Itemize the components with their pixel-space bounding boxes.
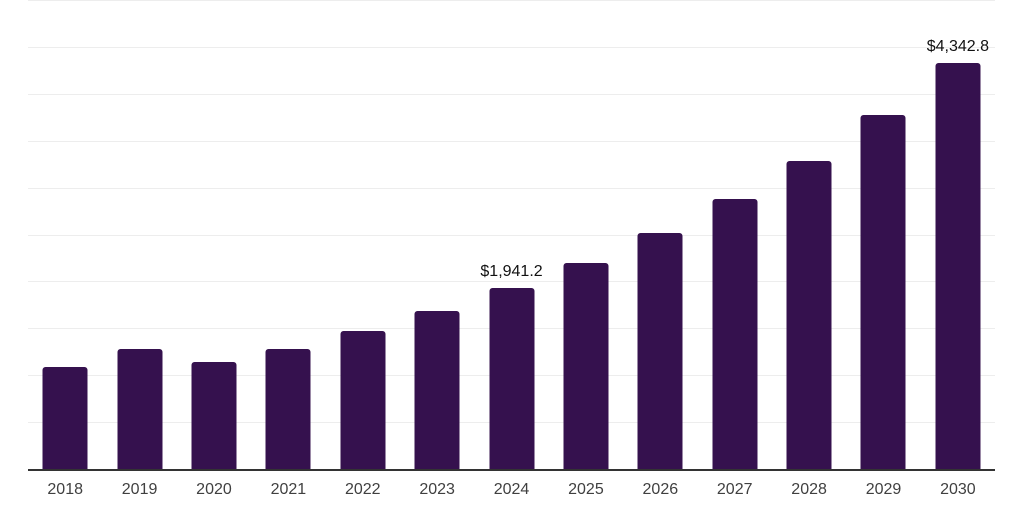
x-tick-label-2029: 2029: [865, 481, 902, 498]
bar-slot: [251, 1, 325, 470]
x-tick-label-2018: 2018: [47, 481, 83, 498]
value-label-2030: $4,342.8: [926, 37, 990, 55]
x-tick-label-2022: 2022: [344, 481, 381, 498]
x-tick-label-2025: 2025: [568, 481, 604, 498]
x-axis-line: [28, 469, 995, 471]
bar-slot: [28, 1, 102, 470]
x-tick-label-2024: 2024: [493, 481, 530, 498]
bar-2023[interactable]: [414, 311, 460, 470]
x-tick-label-2020: 2020: [196, 481, 232, 498]
gridline: [28, 0, 995, 1]
bar-slot: $4,342.8: [921, 1, 995, 470]
bar-slot: [698, 1, 772, 470]
bar-slot: [772, 1, 846, 470]
value-label-2024: $1,941.2: [480, 262, 543, 280]
gridline: [28, 234, 995, 236]
x-tick-label-2026: 2026: [642, 481, 679, 498]
bars-row: $1,941.2 $4,342.8: [28, 1, 995, 470]
bar-2021[interactable]: [265, 348, 311, 470]
bar-slot: [102, 1, 176, 470]
bar-2026[interactable]: [637, 232, 683, 470]
bar-2018[interactable]: [42, 367, 88, 470]
x-tick-label-2019: 2019: [121, 481, 158, 498]
gridline: [28, 93, 995, 95]
bar-slot: $1,941.2: [474, 1, 548, 470]
bar-slot: [400, 1, 474, 470]
x-tick-label-2027: 2027: [716, 481, 753, 498]
gridline: [28, 46, 995, 48]
gridline: [28, 187, 995, 189]
bar-slot: [549, 1, 623, 470]
bar-2029[interactable]: [860, 114, 906, 470]
x-tick-label-2021: 2021: [270, 481, 307, 498]
gridline: [28, 281, 995, 283]
gridline: [28, 140, 995, 142]
bar-slot: [846, 1, 920, 470]
bar-2019[interactable]: [117, 349, 163, 470]
bar-2027[interactable]: [712, 198, 758, 470]
bar-slot: [177, 1, 251, 470]
bar-2028[interactable]: [786, 160, 832, 470]
x-tick-label-2030: 2030: [940, 481, 976, 498]
bar-2022[interactable]: [340, 331, 386, 470]
x-tick-label-2028: 2028: [791, 481, 827, 498]
bar-slot: [326, 1, 400, 470]
bar-2024[interactable]: [489, 287, 535, 470]
bar-2020[interactable]: [191, 362, 237, 470]
bar-slot: [623, 1, 697, 470]
bar-2030[interactable]: [935, 62, 981, 470]
x-axis-labels: 2018 2019 2020 2021 2022 2023 2024 2025 2026 2027…: [28, 481, 995, 499]
x-tick-label-2023: 2023: [419, 481, 455, 498]
plot-area: $1,941.2 $4,342.8: [28, 0, 995, 471]
bar-2025[interactable]: [563, 263, 609, 470]
